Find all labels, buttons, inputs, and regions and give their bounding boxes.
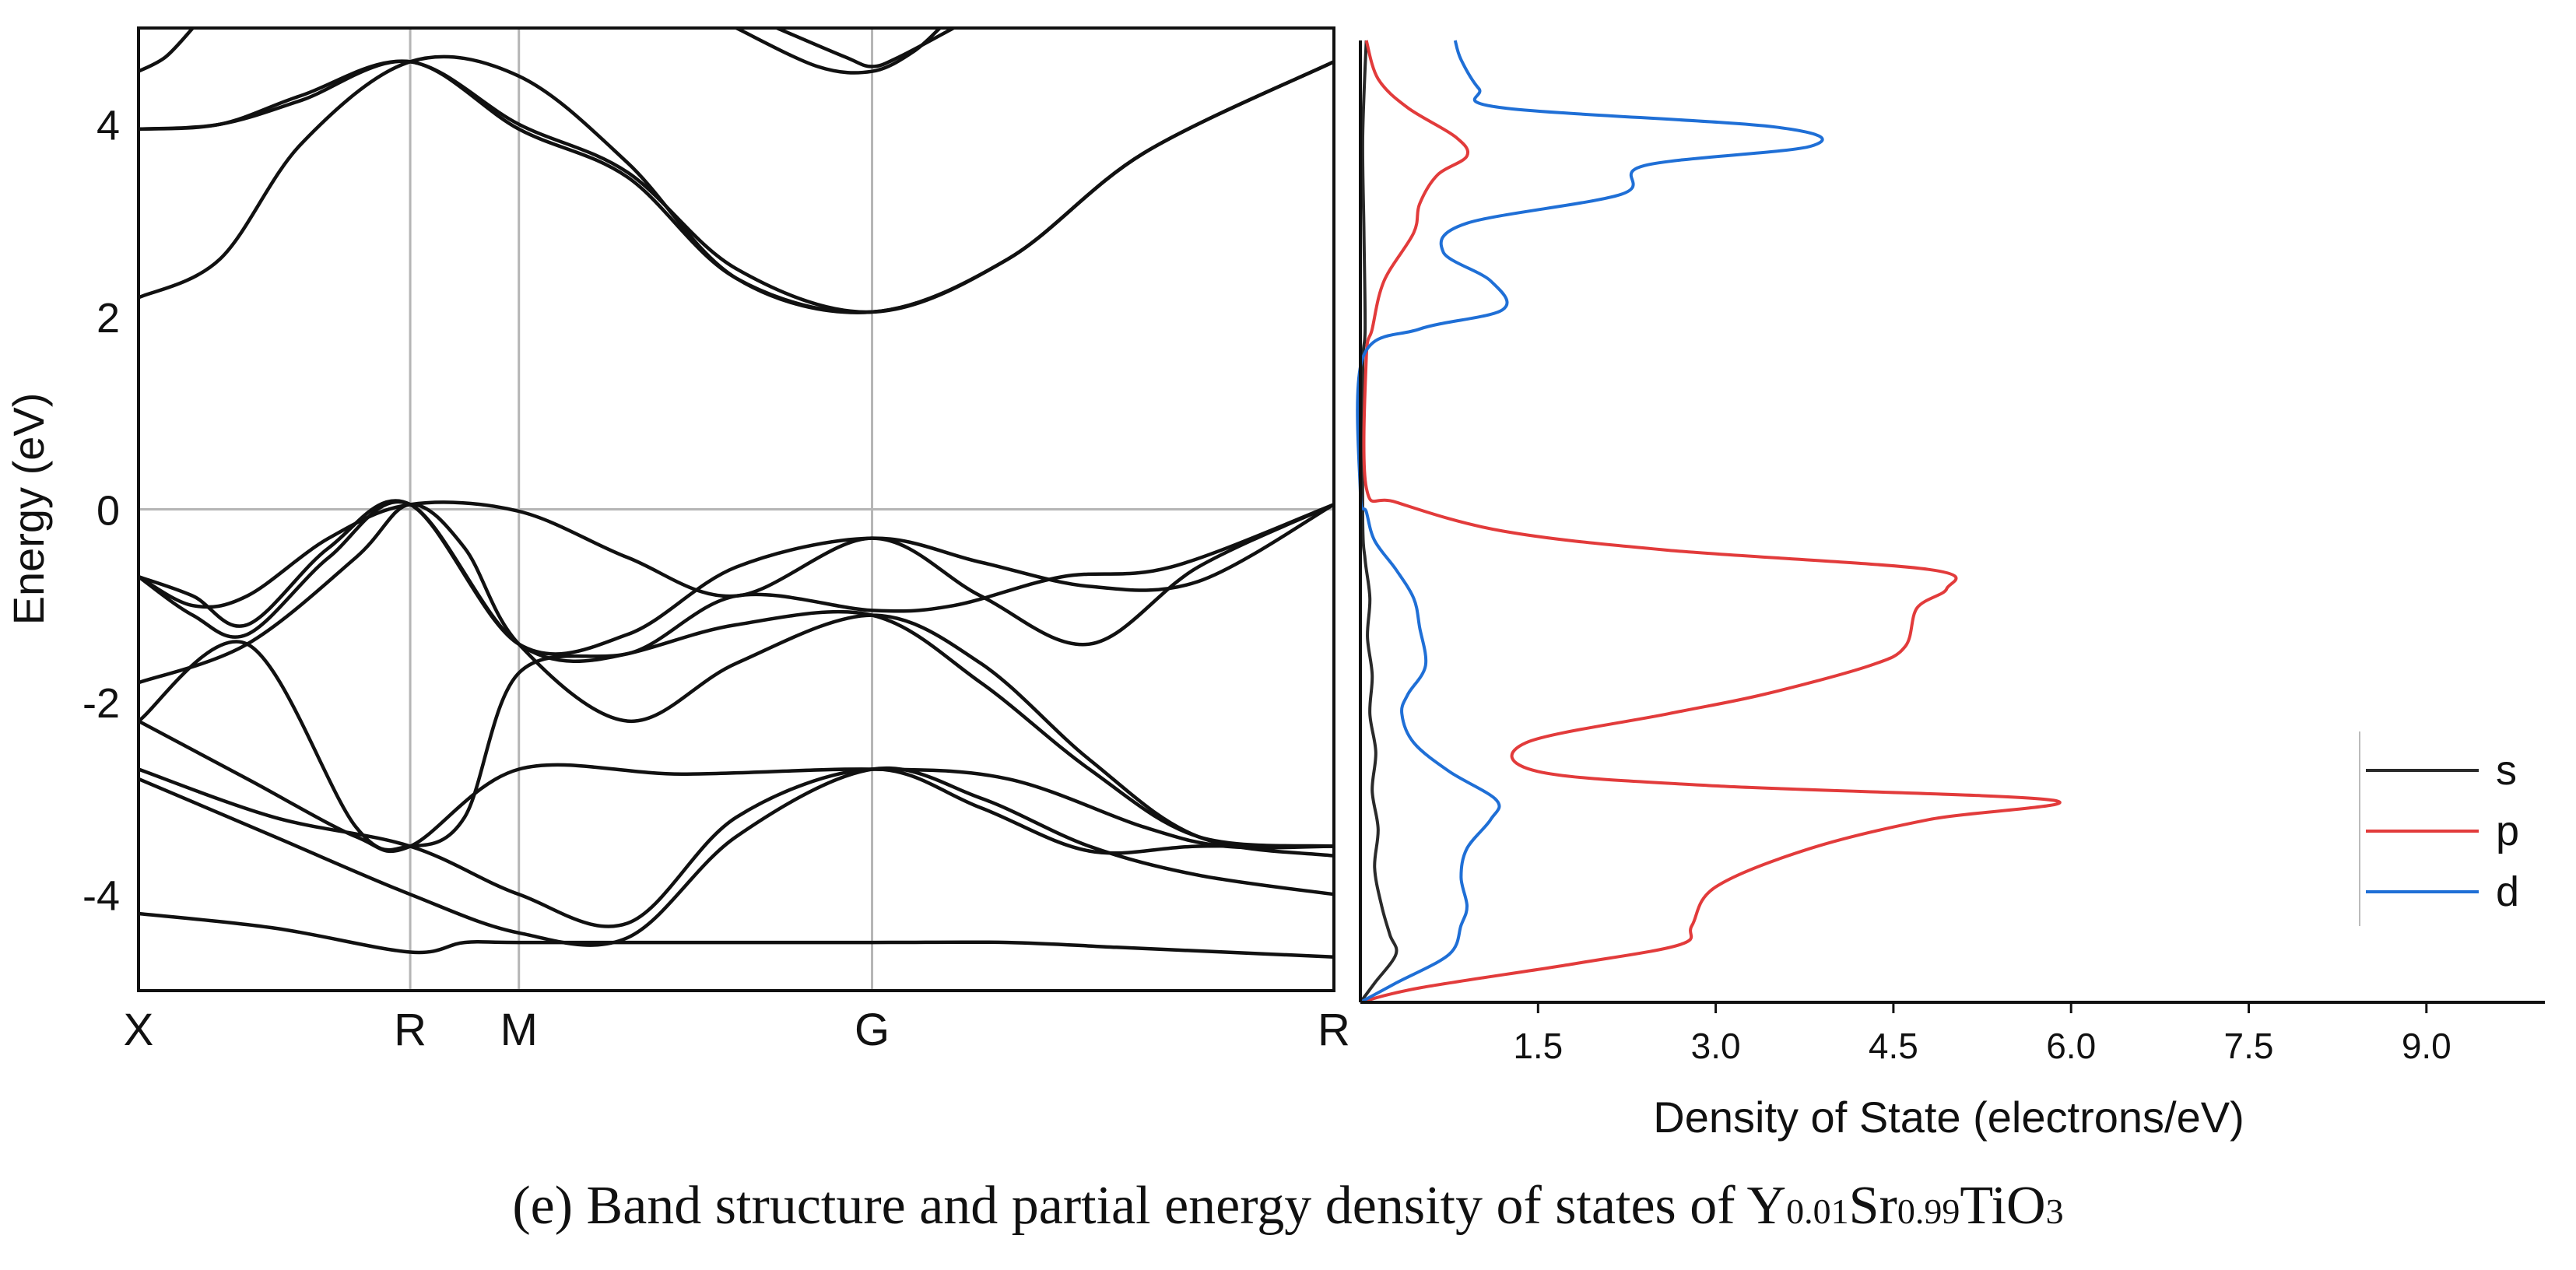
dos-panel: 1.5 3.0 4.5 6.0 7.5 9.0 Density of State (ele… bbox=[1356, 40, 2545, 1142]
dos-tick-label: 7.5 bbox=[2224, 1026, 2274, 1066]
band-line bbox=[776, 28, 955, 68]
band-line bbox=[139, 766, 1334, 947]
energy-tick-label: 4 bbox=[97, 103, 120, 149]
k-point-label: M bbox=[500, 1005, 538, 1055]
dos-curves bbox=[1356, 40, 2062, 1004]
dos-x-ticks: 1.5 3.0 4.5 6.0 7.5 9.0 bbox=[1513, 1002, 2451, 1066]
band-line bbox=[139, 59, 1334, 314]
caption-text: (e) Band structure and partial energy de… bbox=[512, 1176, 1787, 1236]
figure-caption: (e) Band structure and partial energy de… bbox=[0, 1175, 2576, 1237]
band-structure-gridlines bbox=[139, 28, 1334, 991]
band-line bbox=[139, 911, 1334, 959]
energy-tick-label: 0 bbox=[97, 488, 120, 535]
caption-sub-o: 3 bbox=[2045, 1191, 2064, 1231]
dos-tick-label: 3.0 bbox=[1691, 1026, 1741, 1066]
energy-tick-label: -2 bbox=[82, 680, 120, 727]
caption-sr: Sr bbox=[1848, 1176, 1897, 1236]
energy-axis-ticks: -4 -2 0 2 4 bbox=[82, 103, 120, 920]
dos-curve-p bbox=[1360, 40, 2062, 1004]
dos-tick-label: 6.0 bbox=[2046, 1026, 2096, 1066]
caption-sub-y: 0.01 bbox=[1786, 1191, 1849, 1231]
band-line bbox=[139, 500, 1334, 647]
band-line bbox=[139, 28, 195, 73]
band-line bbox=[139, 59, 1334, 314]
band-line bbox=[139, 499, 1334, 656]
band-line bbox=[139, 500, 1334, 663]
band-structure-panel: -4 -2 0 2 4 X R M G R Energy (eV) bbox=[4, 26, 1350, 1055]
caption-tio: TiO bbox=[1960, 1176, 2046, 1236]
k-point-label: X bbox=[124, 1005, 154, 1055]
dos-curve-d bbox=[1356, 40, 1824, 1004]
k-point-label: R bbox=[1318, 1005, 1350, 1055]
energy-tick-label: 2 bbox=[97, 295, 120, 342]
dos-tick-label: 1.5 bbox=[1513, 1026, 1563, 1066]
k-point-label: G bbox=[855, 1005, 890, 1055]
band-line bbox=[139, 719, 1334, 854]
k-point-label: R bbox=[394, 1005, 426, 1055]
band-line bbox=[139, 503, 1334, 858]
band-lines bbox=[139, 28, 1334, 959]
energy-axis-label: Energy (eV) bbox=[4, 393, 53, 626]
energy-tick-label: -4 bbox=[82, 872, 120, 919]
legend-label-d: d bbox=[2496, 868, 2519, 915]
dos-axis-label: Density of State (electrons/eV) bbox=[1653, 1093, 2244, 1142]
dos-curve-s bbox=[1359, 40, 1399, 1004]
band-structure-frame bbox=[137, 26, 1335, 992]
dos-legend: spd bbox=[2359, 731, 2519, 926]
dos-tick-label: 4.5 bbox=[1869, 1026, 1918, 1066]
caption-sub-sr: 0.99 bbox=[1897, 1191, 1960, 1231]
dos-tick-label: 9.0 bbox=[2402, 1026, 2451, 1066]
band-line bbox=[139, 767, 1334, 928]
legend-label-s: s bbox=[2496, 747, 2517, 794]
legend-label-p: p bbox=[2496, 808, 2519, 854]
